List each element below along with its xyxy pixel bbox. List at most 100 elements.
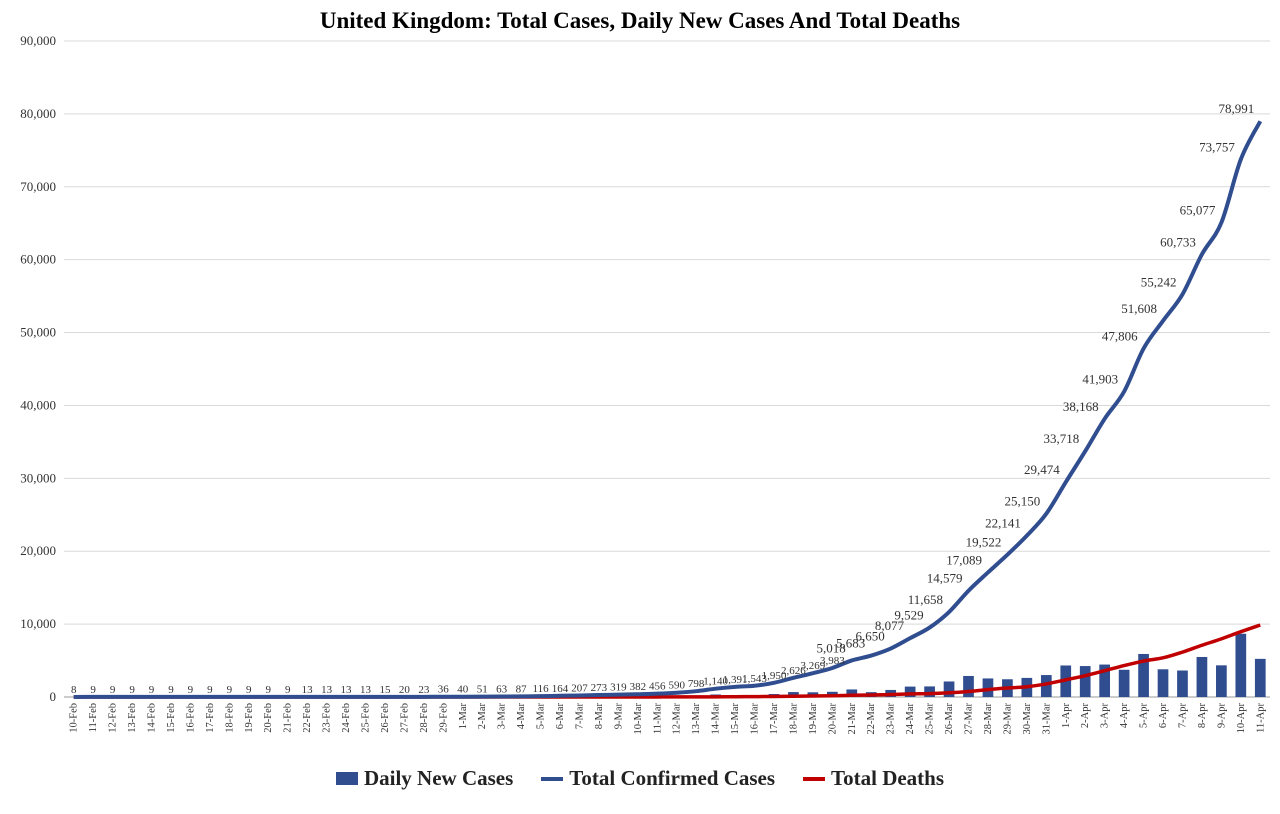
data-label: 319	[610, 682, 627, 694]
x-tick-label: 7-Mar	[574, 703, 585, 730]
y-tick-label: 60,000	[20, 252, 56, 267]
legend-item-total-confirmed-cases: Total Confirmed Cases	[541, 766, 775, 791]
y-tick-label: 70,000	[20, 179, 56, 194]
data-label: 116	[533, 683, 550, 695]
data-label: 65,077	[1180, 203, 1216, 218]
data-label: 13	[341, 684, 353, 696]
data-label: 33,718	[1043, 431, 1079, 446]
x-tick-label: 9-Apr	[1216, 702, 1227, 728]
bar	[1254, 658, 1266, 697]
x-tick-label: 10-Mar	[633, 703, 644, 735]
y-tick-label: 30,000	[20, 470, 56, 485]
data-label: 1,391	[723, 674, 748, 686]
x-tick-label: 19-Feb	[244, 703, 255, 733]
x-tick-label: 17-Mar	[769, 703, 780, 735]
legend-label: Daily New Cases	[363, 766, 514, 790]
legend-item-total-deaths: Total Deaths	[803, 766, 944, 791]
data-label: 456	[649, 681, 666, 693]
data-label: 9	[129, 684, 135, 696]
data-label: 1,950	[762, 670, 787, 682]
x-tick-label: 11-Feb	[88, 703, 99, 732]
x-tick-label: 29-Mar	[1002, 703, 1013, 735]
bar	[1235, 633, 1247, 697]
bar	[1157, 669, 1169, 697]
x-tick-label: 15-Mar	[730, 703, 741, 735]
data-label: 51	[477, 684, 488, 696]
x-tick-label: 16-Mar	[750, 703, 761, 735]
bar	[1118, 669, 1130, 697]
x-tick-label: 11-Apr	[1255, 702, 1266, 732]
bar	[1099, 664, 1111, 697]
x-tick-label: 24-Mar	[905, 703, 916, 735]
data-label: 73,757	[1199, 139, 1235, 154]
y-tick-label: 40,000	[20, 397, 56, 412]
data-label: 40	[457, 684, 469, 696]
data-label: 273	[591, 682, 608, 694]
data-label: 38,168	[1063, 399, 1099, 414]
data-label: 5,018	[817, 640, 846, 655]
data-label: 11,658	[908, 592, 943, 607]
x-tick-label: 5-Apr	[1139, 702, 1150, 728]
data-label: 9,529	[894, 608, 923, 623]
bar	[1177, 670, 1188, 697]
legend-label: Total Confirmed Cases	[569, 766, 776, 790]
bar	[943, 681, 955, 697]
data-label: 41,903	[1082, 372, 1118, 387]
x-tick-label: 24-Feb	[341, 703, 352, 733]
bar	[963, 675, 974, 697]
x-tick-label: 20-Mar	[827, 703, 838, 735]
data-label: 9	[188, 684, 194, 696]
data-label: 9	[207, 684, 213, 696]
x-tick-label: 14-Feb	[147, 703, 158, 733]
y-tick-label: 80,000	[20, 106, 56, 121]
x-tick-label: 26-Feb	[380, 703, 391, 733]
data-label: 13	[360, 684, 372, 696]
x-tick-label: 4-Apr	[1119, 702, 1130, 728]
data-label: 1,140	[703, 676, 728, 688]
x-tick-label: 17-Feb	[205, 703, 216, 733]
data-label: 29,474	[1024, 462, 1060, 477]
bar	[924, 686, 935, 697]
x-tick-label: 3-Apr	[1100, 702, 1111, 728]
chart-title: United Kingdom: Total Cases, Daily New C…	[319, 8, 961, 33]
x-tick-label: 28-Mar	[983, 703, 994, 735]
bar	[982, 678, 994, 697]
x-tick-label: 26-Mar	[944, 703, 955, 735]
x-tick-label: 27-Mar	[964, 703, 975, 735]
x-tick-label: 12-Mar	[672, 703, 683, 735]
bar	[1079, 666, 1091, 697]
data-label: 590	[668, 680, 685, 692]
bar	[1216, 665, 1227, 697]
data-label: 36	[438, 684, 450, 696]
x-tick-label: 6-Mar	[555, 703, 566, 730]
x-tick-label: 21-Mar	[847, 703, 858, 735]
data-label: 9	[110, 684, 116, 696]
data-label: 63	[496, 684, 508, 696]
x-tick-label: 3-Mar	[497, 703, 508, 730]
legend: Daily New Cases Total Confirmed Cases To…	[0, 766, 1280, 791]
data-label: 55,242	[1141, 274, 1177, 289]
data-label: 9	[246, 684, 252, 696]
data-label: 3,269	[801, 660, 826, 672]
x-tick-label: 25-Feb	[361, 703, 372, 733]
data-label: 19,522	[966, 535, 1002, 550]
x-tick-label: 31-Mar	[1041, 703, 1052, 735]
bar	[1040, 675, 1052, 697]
data-label: 382	[630, 681, 647, 693]
data-label: 9	[168, 684, 174, 696]
data-label: 5,683	[836, 636, 865, 651]
data-label: 51,608	[1121, 301, 1157, 316]
x-tick-label: 8-Mar	[594, 703, 605, 730]
x-tick-label: 27-Feb	[399, 703, 410, 733]
data-label: 9	[90, 684, 96, 696]
data-label: 13	[302, 684, 314, 696]
x-tick-label: 21-Feb	[283, 703, 294, 733]
data-label: 87	[516, 683, 528, 695]
legend-item-daily-new-cases: Daily New Cases	[335, 766, 514, 791]
x-tick-label: 12-Feb	[108, 703, 119, 733]
x-tick-label: 2-Apr	[1080, 702, 1091, 728]
x-tick-label: 28-Feb	[419, 703, 430, 733]
x-tick-label: 29-Feb	[438, 703, 449, 733]
legend-swatch-line	[803, 776, 826, 781]
bar	[904, 686, 916, 697]
